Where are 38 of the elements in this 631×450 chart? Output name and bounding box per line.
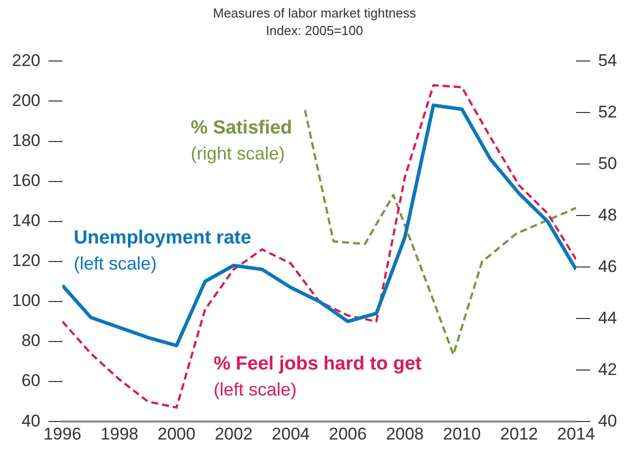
annotation: (right scale) [190,143,285,164]
x-tick-label: 2012 [500,424,538,444]
x-tick-label: 2004 [272,424,310,444]
annotation: (left scale) [214,380,297,400]
chart-title: Measures of labor market tightness [212,5,417,20]
x-tick-label: 2014 [557,424,596,444]
y2-tick-label: 42 [598,360,618,379]
y-tick-label: 180 [12,130,40,150]
y-tick-label: 60 [21,371,40,390]
y-tick-label: 160 [12,171,40,190]
x-tick-label: 2000 [158,424,196,444]
y2-tick-label: 46 [598,256,618,276]
line-series [304,109,576,356]
x-tick-label: 2010 [443,424,481,444]
series-label: % Satisfied [190,117,292,138]
chart-subtitle: Index: 2005=100 [266,22,364,38]
y-tick-label: 200 [12,90,40,110]
x-tick-label: 1996 [43,424,82,444]
y2-tick-label: 52 [598,102,618,122]
y2-tick-label: 40 [598,411,618,430]
series-label: Unemployment rate [74,227,252,248]
y-tick-label: 120 [12,251,40,270]
y-tick-label: 80 [21,331,40,350]
y-tick-label: 100 [12,291,40,310]
series-label: % Feel jobs hard to get [214,354,422,375]
y-tick-label: 140 [12,211,40,230]
y2-tick-label: 48 [598,205,618,224]
y2-tick-label: 44 [598,308,618,328]
line-series [62,84,576,409]
x-tick-label: 1998 [100,424,138,444]
y-tick-label: 220 [12,50,40,70]
x-tick-label: 2008 [386,424,424,444]
annotation: (left scale) [74,253,157,274]
y-tick-label: 40 [21,411,40,430]
x-tick-label: 2006 [328,424,367,444]
y2-tick-label: 54 [598,50,618,70]
y2-tick-label: 50 [598,154,618,173]
x-tick-label: 2002 [214,424,253,444]
